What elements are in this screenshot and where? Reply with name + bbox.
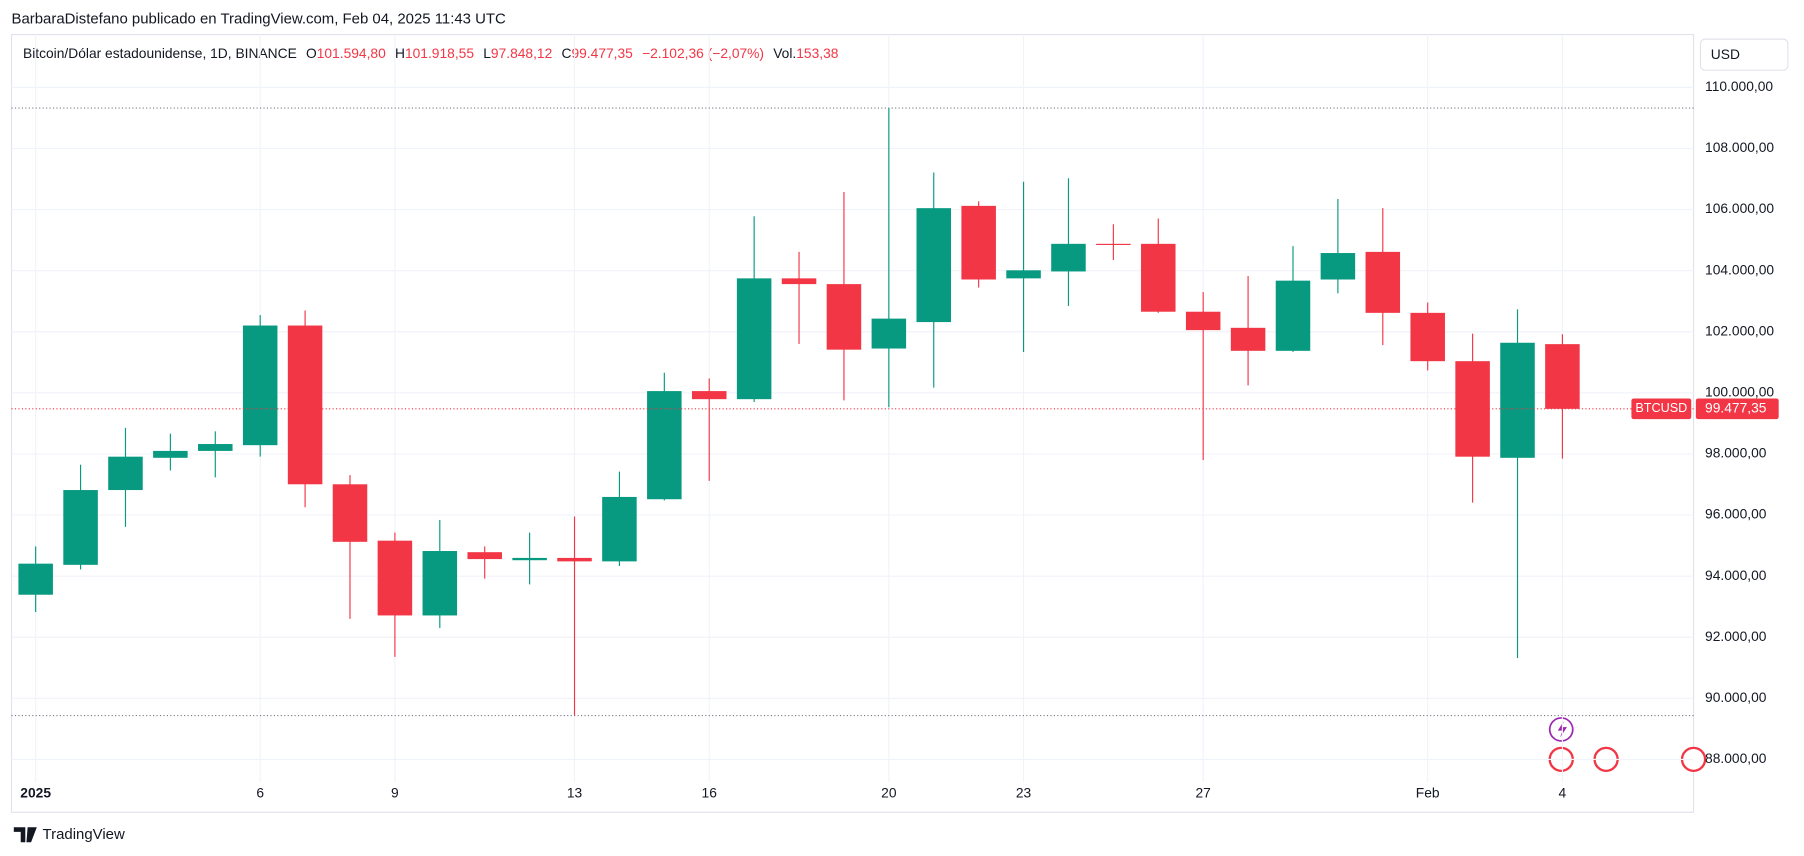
legend-vol-value: 153,38: [796, 46, 839, 61]
candle-body: [1230, 327, 1266, 351]
legend-l-value: 97.848,12: [491, 46, 552, 61]
legend-l: L: [483, 46, 491, 61]
candle-body: [63, 490, 98, 565]
candle-body: [916, 208, 952, 323]
x-tick-label: 2025: [20, 786, 51, 801]
candle-body: [736, 278, 772, 400]
x-tick-label: 9: [391, 786, 399, 801]
y-tick-label: 106.000,00: [1705, 201, 1774, 216]
y-tick-label: 90.000,00: [1705, 690, 1767, 705]
candle-body: [422, 551, 458, 616]
candle-body: [1141, 243, 1176, 312]
candle-body: [467, 552, 502, 560]
y-tick-label: 104.000,00: [1705, 262, 1774, 277]
legend-vol: Vol.: [773, 46, 796, 61]
candle-body: [332, 484, 368, 542]
candle-body: [826, 284, 862, 350]
candle-body: [781, 278, 817, 285]
y-tick-label: 92.000,00: [1705, 629, 1767, 644]
candle-body: [961, 205, 996, 280]
candle-body: [512, 557, 547, 561]
legend-symbol: Bitcoin/Dólar estadounidense, 1D, BINANC…: [23, 46, 297, 61]
price-tag-label: 99.477,35: [1705, 400, 1767, 415]
y-tick-label: 102.000,00: [1705, 323, 1774, 338]
candle-body: [691, 391, 727, 400]
candle-body: [18, 563, 53, 595]
candle-body: [1365, 251, 1401, 313]
legend: Bitcoin/Dólar estadounidense, 1D, BINANC…: [23, 46, 839, 61]
y-tick-label: 96.000,00: [1705, 507, 1767, 522]
candle-body: [647, 391, 682, 500]
candle-body: [1096, 243, 1131, 245]
legend-h-value: 101.918,55: [405, 46, 474, 61]
currency-label: USD: [1711, 47, 1740, 62]
candle-body: [1185, 311, 1221, 331]
x-tick-label: 23: [1016, 786, 1032, 801]
candle-body: [153, 450, 188, 458]
x-tick-label: 13: [567, 786, 583, 801]
y-tick-label: 110.000,00: [1705, 79, 1773, 94]
publisher-title: BarbaraDistefano publicado en TradingVie…: [12, 11, 507, 28]
legend-h: H: [395, 46, 405, 61]
candle-body: [871, 318, 907, 349]
x-tick-label: 20: [881, 786, 897, 801]
candle-body: [108, 456, 143, 491]
candle-body: [1410, 312, 1445, 362]
candle-body: [377, 540, 413, 616]
candle-body: [1320, 253, 1356, 280]
legend-c-value: 99.477,35: [571, 46, 633, 61]
candle-body: [198, 444, 233, 451]
candle-body: [287, 325, 323, 485]
x-tick-label: 16: [702, 786, 718, 801]
candle-body: [1500, 342, 1535, 458]
candle-body: [1051, 243, 1086, 272]
brand-name: TradingView: [43, 826, 125, 843]
symbol-tag-label: BTCUSD: [1635, 401, 1687, 415]
legend-o-value: 101.594,80: [317, 46, 386, 61]
x-tick-label: 27: [1196, 786, 1211, 801]
x-tick-label: 6: [256, 786, 264, 801]
symbol-tag: [1631, 398, 1692, 420]
legend-o: O: [306, 46, 317, 61]
candle-body: [1275, 280, 1311, 351]
y-tick-label: 98.000,00: [1705, 446, 1767, 461]
price-tag: [1695, 398, 1779, 420]
plot-frame: [10, 33, 1695, 813]
x-tick-label: Feb: [1416, 786, 1440, 801]
y-tick-label: 88.000,00: [1705, 751, 1767, 766]
legend-change: −2.102,36 (−2,07%): [642, 46, 764, 61]
candle-body: [602, 496, 637, 562]
y-tick-label: 100.000,00: [1705, 385, 1774, 400]
y-tick-label: 94.000,00: [1705, 568, 1767, 583]
candle-body: [242, 325, 278, 446]
y-tick-label: 108.000,00: [1705, 140, 1774, 155]
x-tick-label: 4: [1559, 786, 1567, 801]
currency-button[interactable]: [1699, 38, 1789, 71]
candle-body: [1006, 270, 1041, 279]
legend-c: C: [562, 46, 572, 61]
candle-body: [557, 557, 592, 562]
candle-body: [1545, 344, 1580, 409]
